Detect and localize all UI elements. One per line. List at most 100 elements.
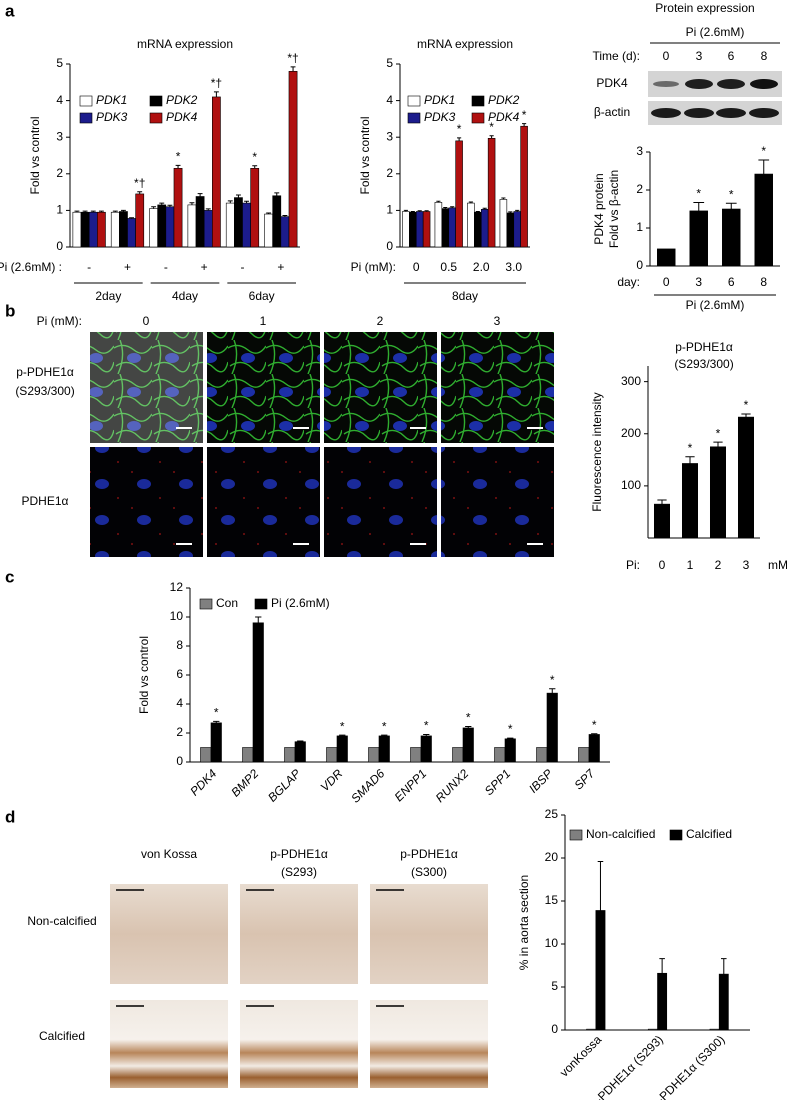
bar <box>234 197 243 248</box>
legend-label: PDK3 <box>96 110 128 124</box>
bar <box>326 747 338 763</box>
error-bar <box>90 210 96 213</box>
error-bar <box>339 734 346 736</box>
legend-label: Pi (2.6mM) <box>271 596 330 610</box>
error-bar <box>457 137 462 141</box>
bar <box>280 216 290 248</box>
error-bar <box>255 616 262 623</box>
error-bar <box>403 209 408 212</box>
error-bar <box>501 197 506 200</box>
error-bar <box>205 208 211 211</box>
x-tick-label: vonKossa <box>557 1032 604 1079</box>
legend-swatch <box>569 829 583 841</box>
group-label: 8day <box>452 289 478 303</box>
error-bar <box>417 210 422 212</box>
significance-mark: * <box>508 722 513 736</box>
error-bar <box>515 209 520 212</box>
bar <box>536 747 548 763</box>
error-bar <box>475 210 480 213</box>
error-bar <box>159 202 165 205</box>
micrographs <box>90 332 554 557</box>
y-axis-label: Fluorescence intensity <box>590 392 604 511</box>
legend-swatch <box>407 95 421 107</box>
x-unit: mM <box>768 558 787 572</box>
y-tick-label: 10 <box>170 609 184 623</box>
bar <box>441 208 450 248</box>
legend-label: PDK2 <box>488 93 520 107</box>
bar <box>595 910 606 1031</box>
y-tick-label: 20 <box>545 850 559 864</box>
y-tick-label: 2 <box>56 166 63 180</box>
significance-mark: * <box>489 120 494 134</box>
x-tick-label: - <box>164 260 168 274</box>
error-bar <box>508 211 513 213</box>
bar <box>504 738 516 763</box>
blot-row-label: β-actin <box>594 105 630 119</box>
y-tick-label: 5 <box>386 56 393 70</box>
error-bar <box>758 159 770 175</box>
bar <box>737 416 754 539</box>
chart-title: mRNA expression <box>137 37 233 51</box>
chart-title: mRNA expression <box>417 37 513 51</box>
image-column-label: p-PDHE1α <box>400 847 458 861</box>
x-tick-label: 8 <box>760 275 767 289</box>
histology-images <box>110 884 488 1088</box>
bar <box>718 973 729 1031</box>
error-bar <box>436 200 441 203</box>
y-tick-label: 3 <box>56 129 63 143</box>
significance-mark: * <box>466 711 471 725</box>
error-bar <box>489 135 494 139</box>
x-tick-label: 2.0 <box>473 260 490 274</box>
bar <box>252 622 264 763</box>
y-tick-label: 2 <box>176 725 183 739</box>
bar <box>487 137 496 248</box>
bar <box>513 211 521 248</box>
blot-time: 0 <box>663 49 670 63</box>
x-tick-label: ENPP1 <box>392 766 430 804</box>
error-bar <box>274 192 280 196</box>
x-tick-label: 6 <box>728 275 735 289</box>
chart-title: (S293/300) <box>674 357 733 371</box>
error-bar <box>443 206 448 209</box>
image-row-label: p-PDHE1α <box>16 365 74 379</box>
y-tick-label: 4 <box>386 93 393 107</box>
image-row-label: PDHE1α <box>22 494 69 508</box>
x-tick-label: IBSP <box>526 766 555 795</box>
x-tick-label: 3.0 <box>505 260 522 274</box>
y-tick-label: 0 <box>636 258 643 272</box>
error-bar <box>112 210 118 213</box>
x-tick-label: 0 <box>663 275 670 289</box>
x-axis-label: Pi (mM): <box>351 260 396 274</box>
x-axis-label: Pi (2.6mM) : <box>0 260 62 274</box>
y-axis-label: % in aorta section <box>517 875 531 970</box>
y-tick-label: 0 <box>176 754 183 768</box>
x-tick-label: 3 <box>695 275 702 289</box>
y-tick-label: 0 <box>386 239 393 253</box>
bar <box>754 173 773 267</box>
image-column-label: 3 <box>494 314 501 328</box>
bar <box>409 211 417 248</box>
y-axis-label: Fold vs control <box>28 116 42 194</box>
error-bar <box>189 202 195 205</box>
y-tick-label: 3 <box>386 129 393 143</box>
significance-mark: * <box>522 108 527 122</box>
legend-swatch <box>471 112 485 124</box>
significance-mark: *† <box>134 176 145 190</box>
bar <box>480 209 489 248</box>
bar <box>187 204 197 248</box>
error-bar <box>507 737 514 739</box>
x-tick-label: SMAD6 <box>348 766 387 805</box>
bar <box>203 210 213 248</box>
error-bar <box>297 740 304 742</box>
blot-time: 3 <box>696 49 703 63</box>
image-column-label: 1 <box>260 314 267 328</box>
error-bar <box>591 733 598 735</box>
bar <box>80 211 90 248</box>
x-tick-label: 2 <box>715 558 722 572</box>
image-column-title: Pi (mM): <box>37 314 82 328</box>
significance-mark: * <box>716 426 721 440</box>
bar <box>506 212 515 248</box>
error-bar <box>266 212 272 215</box>
bar <box>149 208 158 248</box>
bar <box>200 747 212 763</box>
